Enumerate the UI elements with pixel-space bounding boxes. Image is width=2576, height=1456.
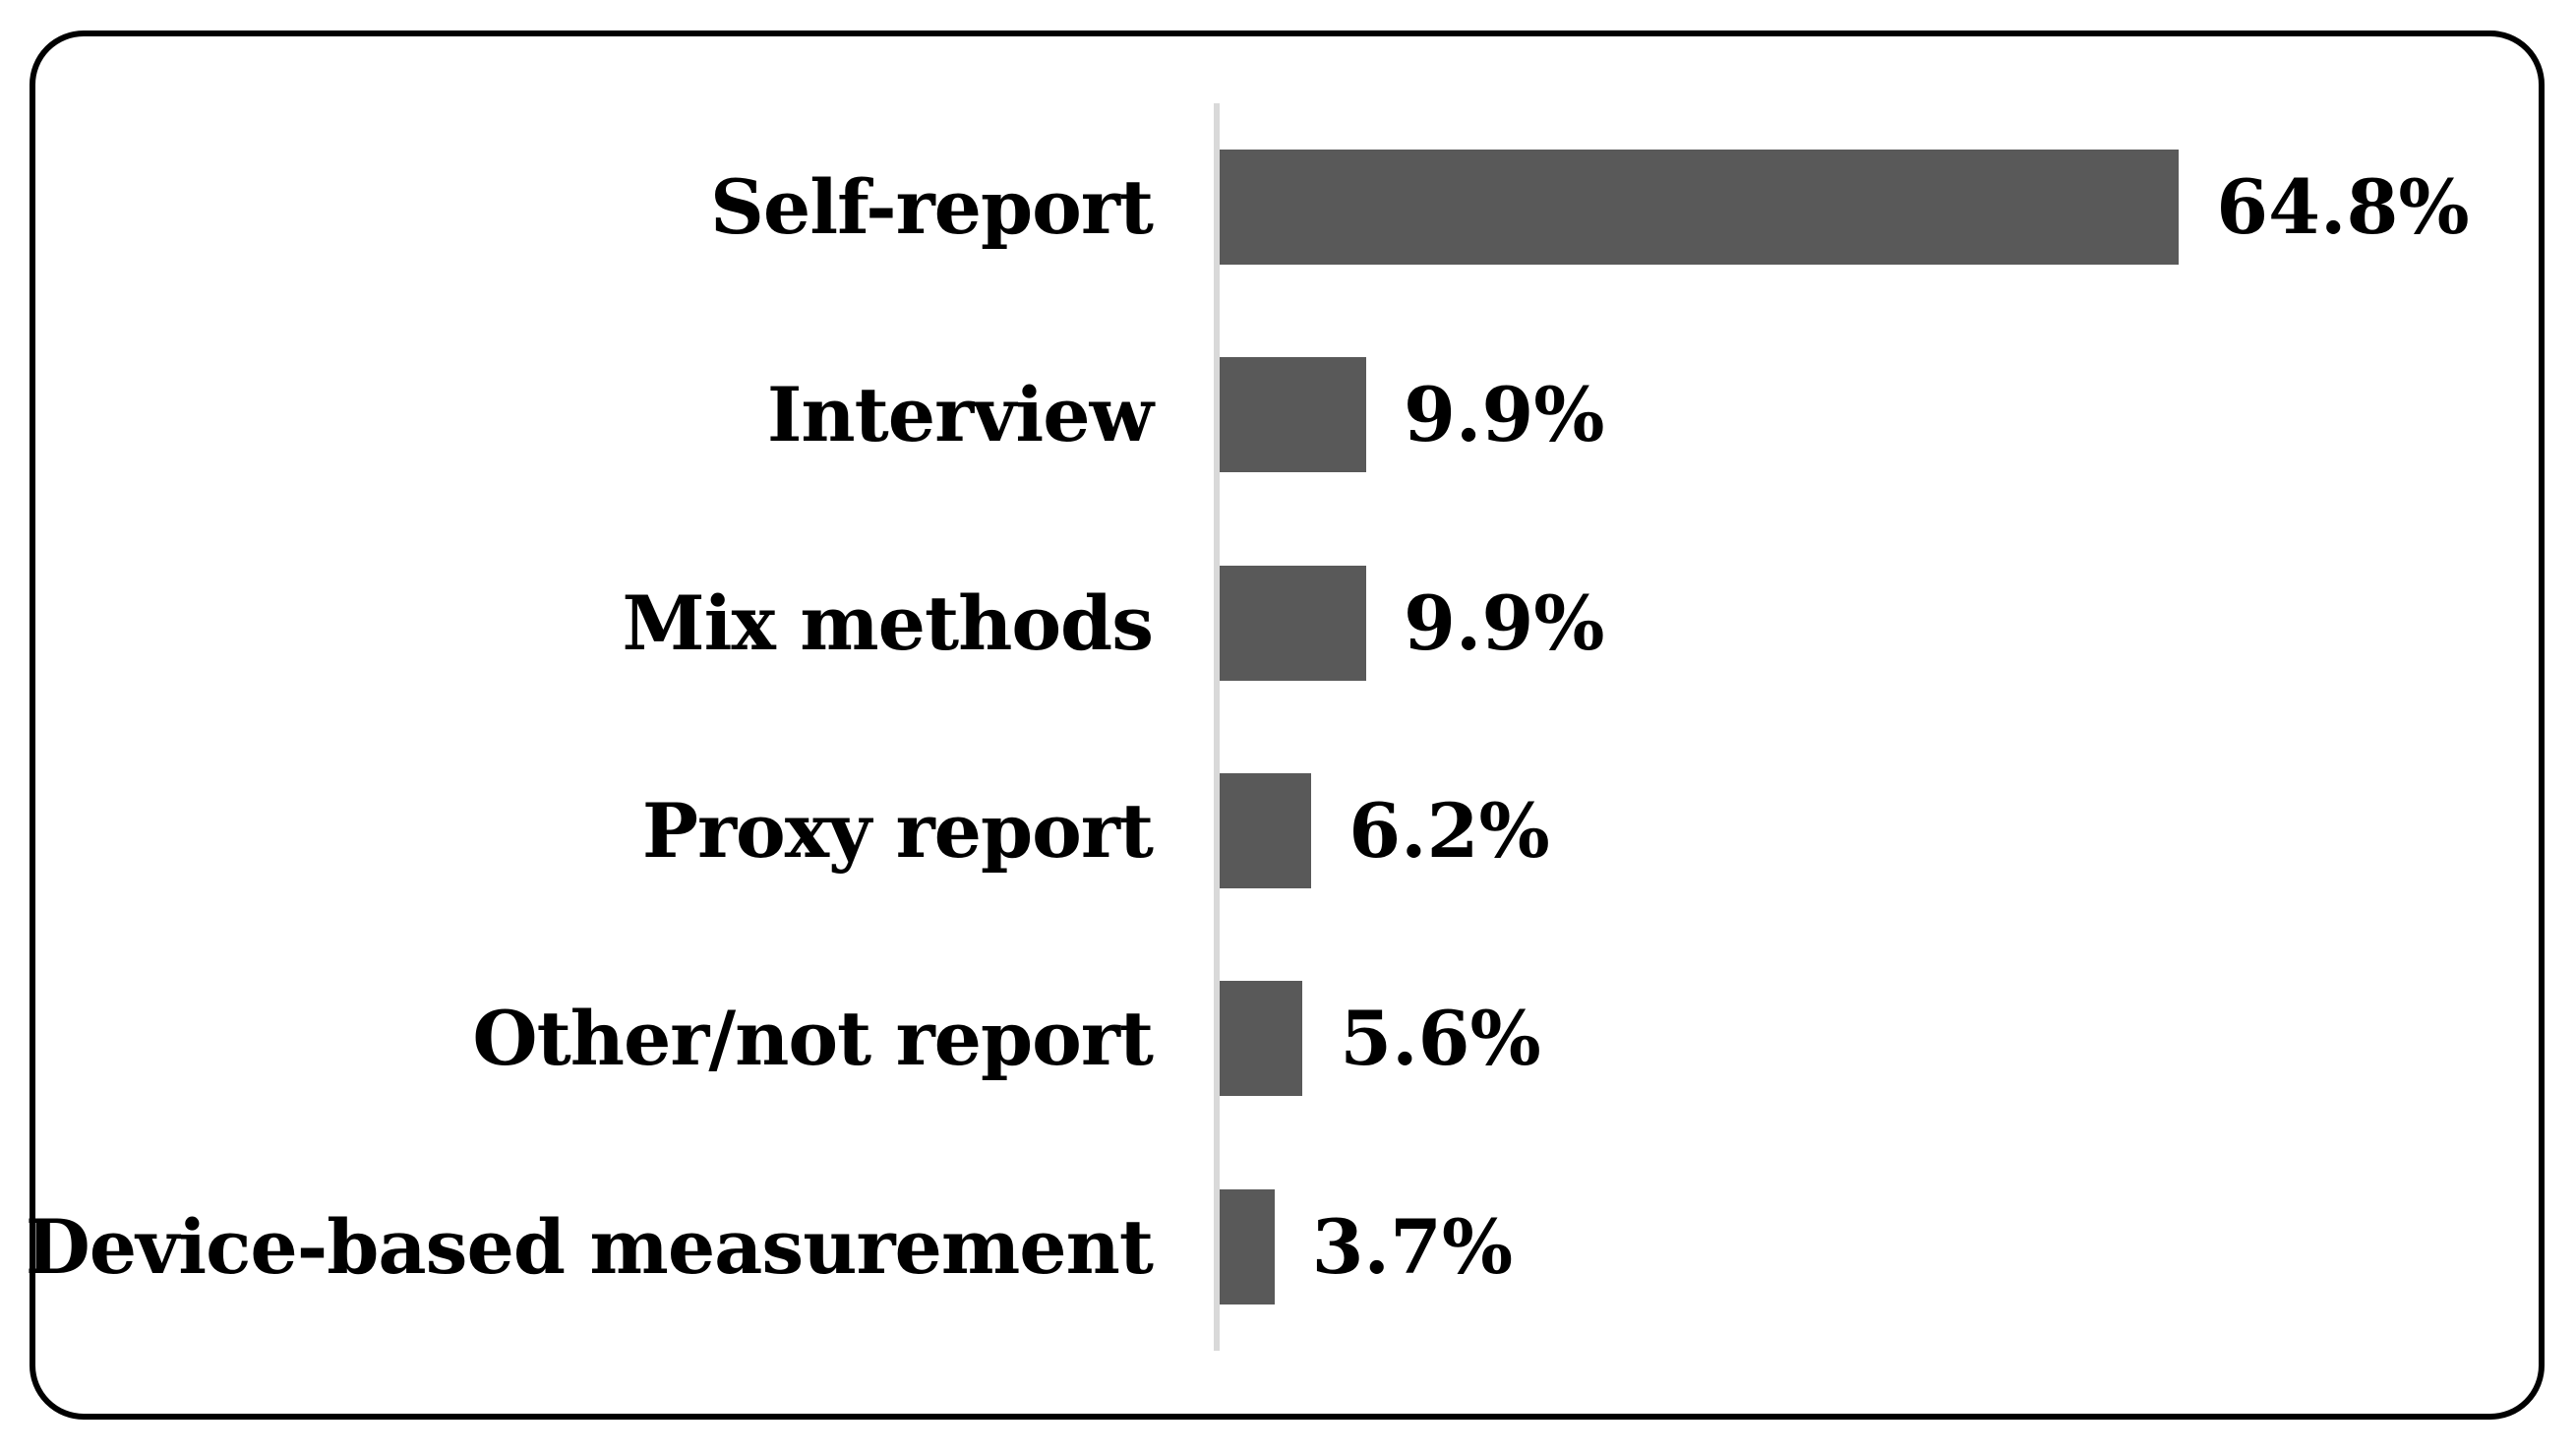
bar xyxy=(1220,150,2180,265)
value-label: 9.9% xyxy=(1403,371,1605,459)
chart-frame-border xyxy=(30,30,2545,1420)
bar xyxy=(1220,981,1303,1097)
bar-row: Other/not report 5.6% xyxy=(0,935,2576,1142)
bar xyxy=(1220,565,1366,681)
category-label: Device-based measurement xyxy=(25,1202,1154,1291)
category-label: Other/not report xyxy=(472,995,1154,1083)
value-label: 9.9% xyxy=(1403,578,1605,667)
value-label: 5.6% xyxy=(1340,995,1541,1083)
bar xyxy=(1220,772,1312,888)
bar-row: Device-based measurement 3.7% xyxy=(0,1143,2576,1351)
category-label: Proxy report xyxy=(641,786,1154,875)
category-label: Self-report xyxy=(709,163,1154,251)
value-label: 3.7% xyxy=(1311,1202,1514,1291)
bar-row: Proxy report 6.2% xyxy=(0,727,2576,935)
bar xyxy=(1220,357,1366,473)
plot-area: Self-report 64.8% Interview 9.9% Mix methods… xyxy=(0,103,2576,1351)
value-label: 6.2% xyxy=(1348,786,1550,875)
value-label: 64.8% xyxy=(2216,163,2470,251)
bar-row: Self-report 64.8% xyxy=(0,103,2576,311)
bar-row: Interview 9.9% xyxy=(0,311,2576,518)
bar-row: Mix methods 9.9% xyxy=(0,519,2576,727)
category-label: Mix methods xyxy=(622,578,1154,667)
category-label: Interview xyxy=(766,371,1154,459)
bar xyxy=(1220,1188,1275,1304)
y-axis-line xyxy=(1214,103,1220,1351)
